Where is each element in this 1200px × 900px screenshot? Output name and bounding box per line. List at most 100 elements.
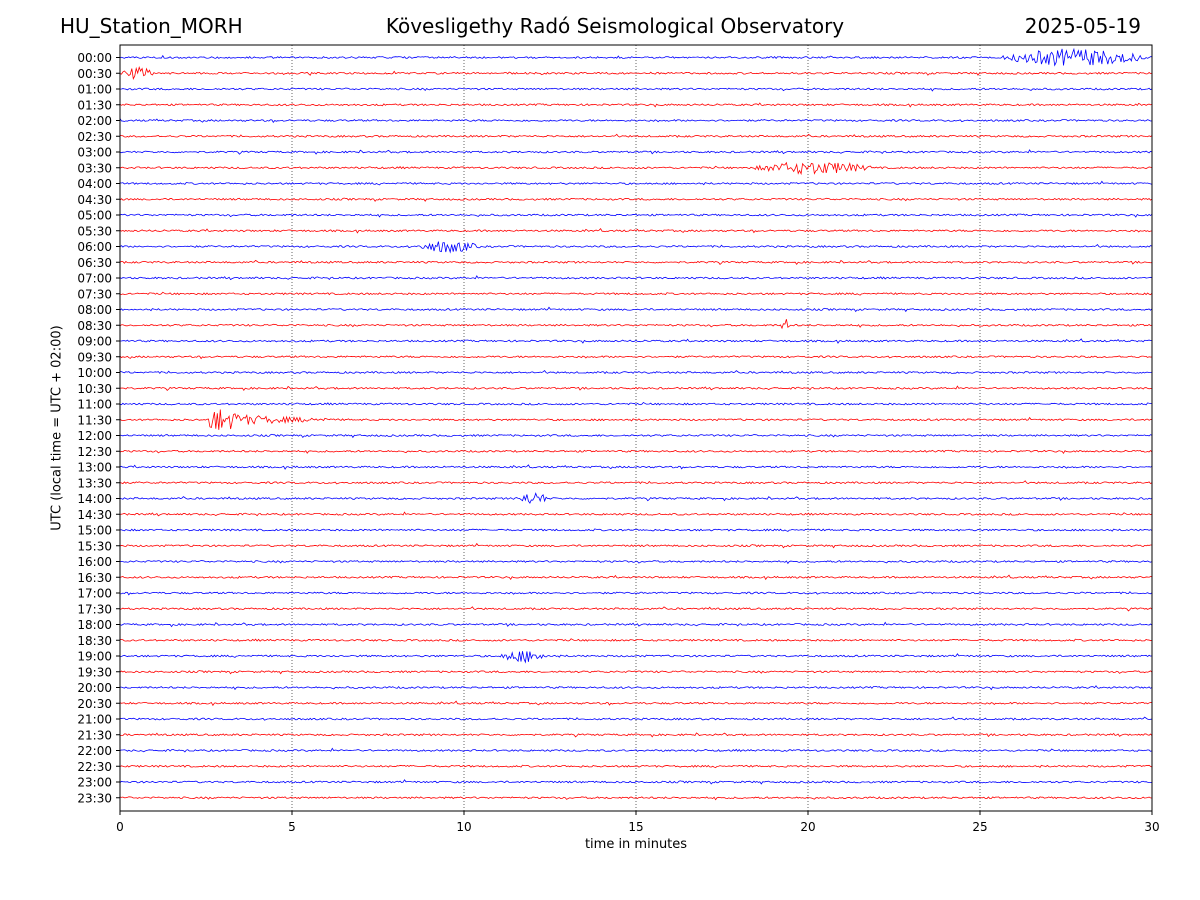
- y-tick-label: 04:00: [77, 177, 112, 191]
- trace-0000: [119, 47, 1153, 67]
- chart-title: Kövesligethy Radó Seismological Observat…: [385, 14, 845, 38]
- seismic-traces: [119, 47, 1153, 801]
- y-tick-label: 11:00: [77, 398, 112, 412]
- y-tick-label: 08:00: [77, 303, 112, 317]
- y-tick-label: 20:00: [77, 681, 112, 695]
- trace-1000: [119, 370, 1153, 375]
- trace-0030: [119, 65, 1153, 80]
- y-tick-label: 16:30: [77, 571, 112, 585]
- grid-lines: [291, 45, 981, 811]
- trace-0430: [119, 197, 1153, 202]
- trace-0830: [119, 319, 1153, 330]
- trace-1400: [119, 492, 1153, 504]
- trace-0800: [119, 306, 1153, 313]
- y-tick-label: 07:30: [77, 287, 112, 301]
- y-tick-label: 10:30: [77, 382, 112, 396]
- y-tick-label: 10:00: [77, 366, 112, 380]
- y-tick-label: 12:00: [77, 429, 112, 443]
- y-tick-label: 06:00: [77, 240, 112, 254]
- x-tick-label: 5: [288, 820, 296, 834]
- x-axis-ticks: 0 5 10 15 20 25 30: [116, 811, 1160, 834]
- y-tick-label: 04:30: [77, 193, 112, 207]
- chart-date: 2025-05-19: [1024, 14, 1141, 38]
- y-tick-label: 14:00: [77, 492, 112, 506]
- trace-1530: [119, 542, 1153, 549]
- trace-1900: [119, 651, 1153, 664]
- trace-2300: [119, 779, 1153, 785]
- x-tick-label: 0: [116, 820, 124, 834]
- y-tick-label: 15:00: [77, 524, 112, 538]
- y-tick-label: 19:30: [77, 665, 112, 679]
- trace-1830: [119, 638, 1153, 642]
- y-tick-label: 17:00: [77, 587, 112, 601]
- y-tick-label: 07:00: [77, 272, 112, 286]
- y-tick-label: 00:30: [77, 67, 112, 81]
- trace-1730: [119, 606, 1153, 612]
- y-tick-label: 01:00: [77, 83, 112, 97]
- trace-0100: [119, 87, 1153, 92]
- x-axis-label: time in minutes: [584, 837, 688, 852]
- y-tick-label: 13:00: [77, 461, 112, 475]
- y-tick-label: 14:30: [77, 508, 112, 522]
- y-tick-label: 20:30: [77, 697, 112, 711]
- trace-0700: [119, 275, 1153, 281]
- trace-1200: [119, 433, 1153, 439]
- x-tick-label: 15: [628, 820, 643, 834]
- trace-1330: [119, 480, 1153, 485]
- x-tick-label: 20: [800, 820, 815, 834]
- trace-1930: [119, 670, 1153, 675]
- trace-1700: [119, 591, 1153, 596]
- y-tick-label: 23:00: [77, 776, 112, 790]
- x-tick-label: 10: [456, 820, 471, 834]
- y-tick-label: 06:30: [77, 256, 112, 270]
- trace-0530: [119, 228, 1153, 234]
- trace-0630: [119, 259, 1153, 266]
- station-name: HU_Station_MORH: [60, 14, 243, 38]
- y-tick-label: 17:30: [77, 602, 112, 616]
- trace-1300: [119, 464, 1153, 470]
- y-tick-label: 02:30: [77, 130, 112, 144]
- y-tick-label: 11:30: [77, 413, 112, 427]
- trace-0930: [119, 355, 1153, 360]
- y-tick-label: 09:00: [77, 335, 112, 349]
- x-tick-label: 30: [1144, 820, 1159, 834]
- trace-2000: [120, 685, 1153, 691]
- trace-0500: [119, 213, 1153, 218]
- y-tick-label: 03:00: [77, 146, 112, 160]
- y-tick-label: 22:30: [77, 760, 112, 774]
- trace-1500: [119, 528, 1153, 532]
- trace-0130: [119, 102, 1153, 108]
- y-tick-label: 22:00: [77, 744, 112, 758]
- y-tick-label: 02:00: [77, 114, 112, 128]
- y-tick-label: 15:30: [77, 539, 112, 553]
- y-tick-label: 12:30: [77, 445, 112, 459]
- trace-0400: [119, 180, 1153, 186]
- trace-1130: [119, 409, 1153, 430]
- y-tick-label: 18:30: [77, 634, 112, 648]
- trace-0730: [119, 291, 1153, 296]
- trace-1630: [119, 574, 1153, 581]
- trace-1230: [119, 449, 1153, 455]
- y-tick-label: 21:30: [77, 728, 112, 742]
- y-tick-label: 01:30: [77, 98, 112, 112]
- trace-2330: [119, 796, 1153, 801]
- y-tick-label: 08:30: [77, 319, 112, 333]
- trace-0230: [119, 133, 1153, 138]
- trace-0200: [119, 118, 1153, 123]
- y-tick-label: 13:30: [77, 476, 112, 490]
- y-tick-label: 03:30: [77, 161, 112, 175]
- y-tick-label: 09:30: [77, 350, 112, 364]
- y-tick-label: 19:00: [77, 650, 112, 664]
- y-tick-label: 05:30: [77, 224, 112, 238]
- trace-1600: [119, 559, 1153, 565]
- trace-2200: [119, 747, 1153, 753]
- trace-0330: [119, 161, 1153, 176]
- trace-1030: [119, 385, 1153, 392]
- y-tick-label: 05:00: [77, 209, 112, 223]
- y-tick-label: 18:00: [77, 618, 112, 632]
- trace-2130: [119, 732, 1153, 738]
- trace-0600: [119, 241, 1153, 254]
- y-tick-label: 16:00: [77, 555, 112, 569]
